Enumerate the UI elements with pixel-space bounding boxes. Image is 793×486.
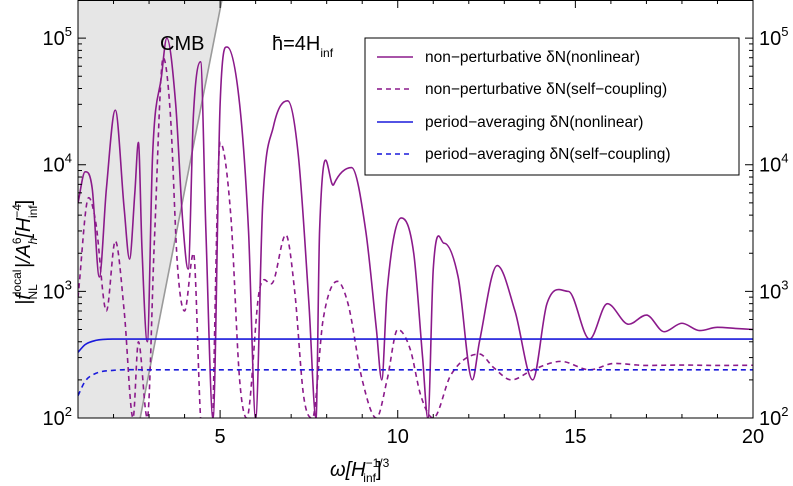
cmb-boundary-line: [139, 0, 223, 418]
series-line-2: [78, 338, 753, 353]
x-axis-label-sup: −1/3: [366, 456, 390, 470]
y-tick-label-right: 104: [759, 151, 788, 177]
y-tick-label: 103: [43, 277, 72, 303]
y-tick-label-right: 105: [759, 24, 788, 50]
cmb-label: CMB: [160, 33, 204, 55]
y-tick-label-right: 103: [759, 277, 788, 303]
series-line-1: [78, 56, 753, 418]
y-axis-label-part2: |/A: [13, 244, 35, 268]
y-axis-label-close: ]: [13, 200, 35, 206]
x-tick-label: 15: [564, 426, 586, 448]
y-tick-label-right: 102: [759, 404, 788, 430]
x-axis-label-main: ω[H: [330, 459, 366, 481]
y-axis-label-sup2: 6: [10, 237, 24, 244]
legend-label-0: non−perturbative δN(nonlinear): [425, 49, 640, 66]
legend-label-2: period−averaging δN(nonlinear): [425, 114, 643, 131]
cmb-region-layer: [78, 0, 223, 418]
legend: non−perturbative δN(nonlinear) non−pertu…: [364, 37, 740, 176]
y-axis-label-sup1: local: [10, 270, 24, 295]
series-line-0: [78, 37, 753, 418]
y-axis-label-sub3: inf: [26, 205, 40, 218]
legend-label-3: period−averaging δN(self−coupling): [425, 146, 671, 163]
y-axis-label: |flocal NL |/A6 h[H−4 inf]: [10, 200, 40, 305]
x-axis-label: ω[H−1/3 inf]: [330, 456, 390, 485]
legend-label-1: non−perturbative δN(self−coupling): [425, 81, 667, 98]
y-axis-label-part1: |f: [13, 292, 35, 305]
x-axis-label-close: ]: [376, 459, 382, 481]
series-layer: [78, 37, 753, 418]
x-tick-label: 10: [387, 426, 409, 448]
y-axis-label-part3: [H: [13, 217, 35, 239]
param-label-main: h̄=4H: [272, 33, 320, 55]
legend-box: [364, 37, 740, 176]
param-label: h̄=4Hinf: [272, 33, 334, 60]
y-axis-label-sub1: NL: [26, 284, 40, 300]
plot-frame-layer: [77, 0, 754, 419]
y-tick-label: 102: [43, 404, 72, 430]
y-axis-label-sup3: −4: [10, 204, 24, 218]
param-label-sub: inf: [320, 46, 333, 60]
x-axis-label-sub: inf: [363, 471, 376, 485]
y-tick-label: 104: [43, 151, 72, 177]
cmb-region: [78, 0, 222, 418]
plot-frame: [77, 0, 754, 419]
y-tick-label: 105: [43, 24, 72, 50]
y-axis-label-sub2: h: [26, 237, 40, 244]
x-tick-label: 20: [742, 426, 764, 448]
x-tick-label: 5: [215, 426, 226, 448]
